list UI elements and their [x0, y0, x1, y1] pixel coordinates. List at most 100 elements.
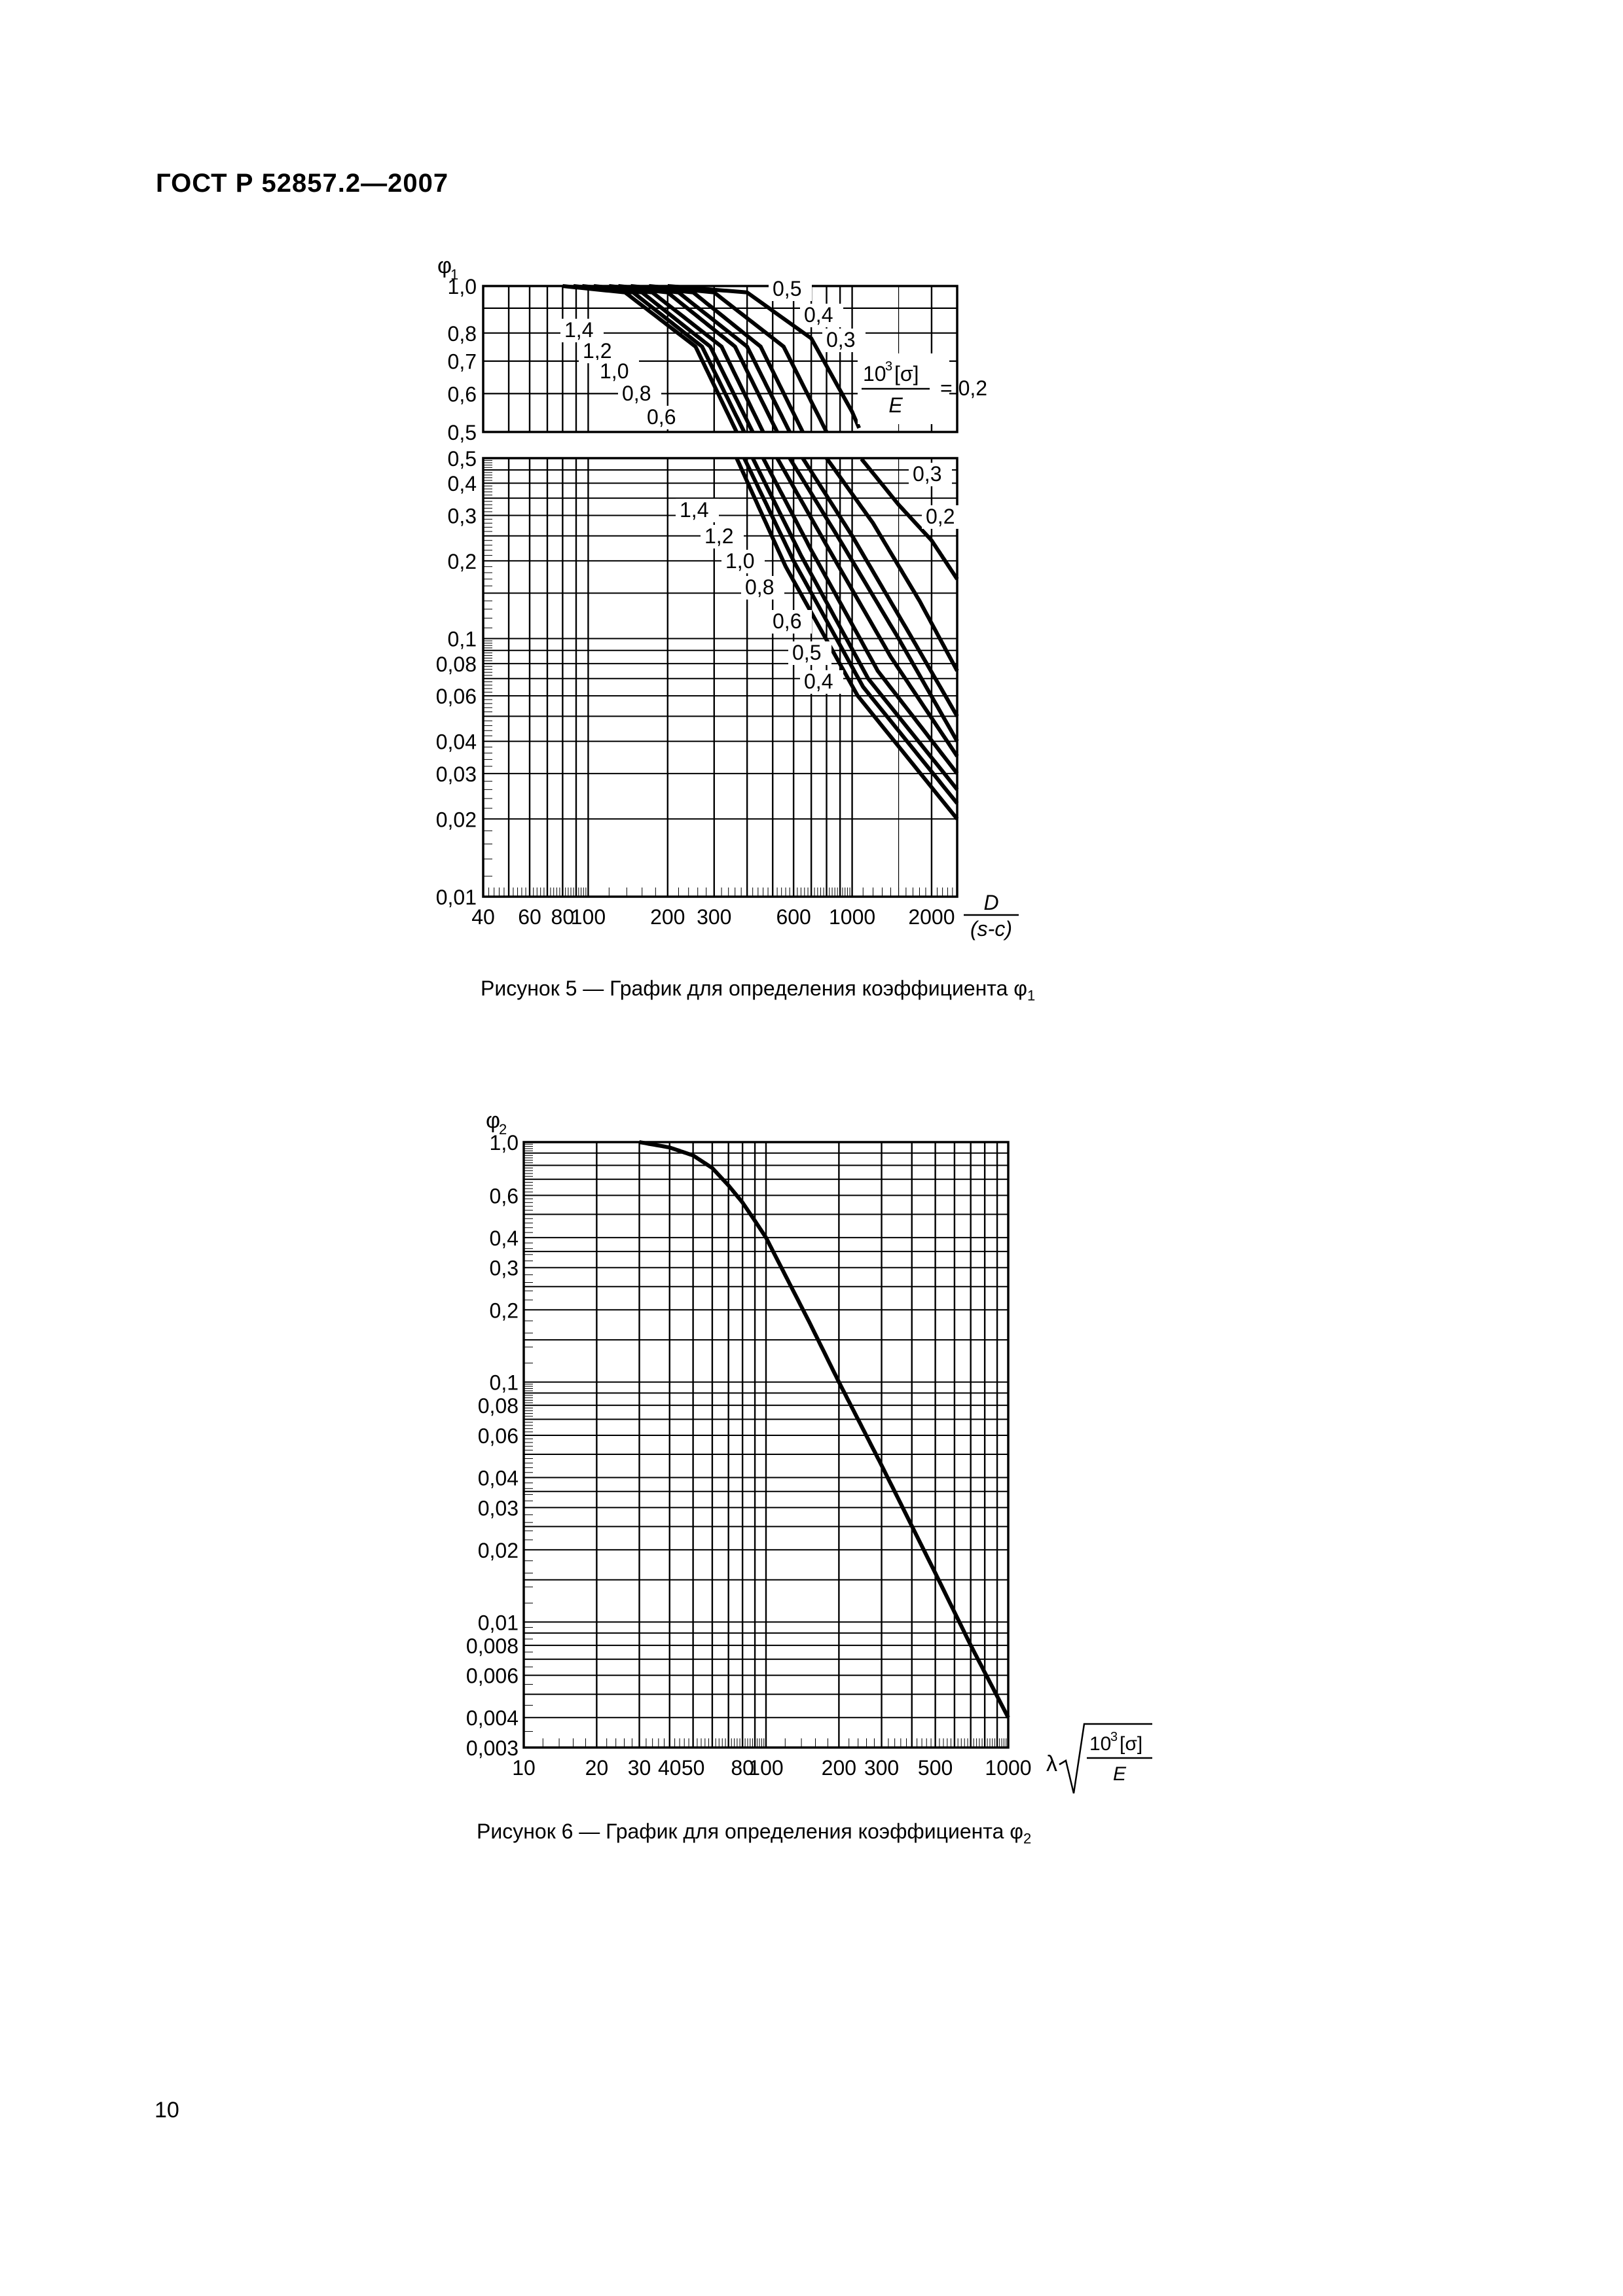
figure5-ytick-label: 0,4	[448, 472, 477, 495]
figure5-xtick-label: 600	[776, 905, 811, 929]
figure6-ytick-label: 0,6	[490, 1184, 519, 1208]
figure6-ytick-label: 0,06	[478, 1424, 519, 1448]
figure5-lower-label-bg	[676, 499, 719, 522]
figure5-upper-label-bg	[822, 329, 866, 352]
figure6-ytick-label: 0,1	[490, 1371, 519, 1395]
figure6-ytick-label: 0,01	[478, 1611, 519, 1634]
figure5-caption-sub: 1	[1027, 987, 1036, 1004]
figure5-param-eq: = 0,2	[940, 376, 987, 400]
figure5-ytick-label: 0,7	[448, 350, 477, 374]
figure5-lower-curve-label: 1,2	[704, 524, 733, 548]
figure6-xlabel-num: 10	[1089, 1733, 1111, 1755]
figure6-ytick-label: 0,03	[478, 1496, 519, 1520]
figure5-lower-curve-label: 1,4	[680, 498, 708, 522]
figure5-caption-text: Рисунок 5 — График для определения коэфф…	[481, 977, 1028, 1000]
figure5-upper-label-bg	[579, 340, 622, 363]
figure6-curve-0	[638, 1140, 1010, 1719]
figure5-curve-upper-1,4	[562, 284, 739, 433]
figure5-lower-label-bg	[701, 525, 744, 548]
figure5-lower-label-bg	[922, 505, 965, 529]
figure6-ytick-label: 0,04	[478, 1467, 519, 1490]
figure5-curve-upper-0,3	[649, 284, 829, 433]
figure5-chart: 1,00,80,70,60,50,50,40,30,20,10,080,060,…	[436, 253, 1019, 941]
figure5-lower-label-bg	[788, 641, 831, 665]
figure5-upper-label-bg	[596, 360, 639, 384]
figure5-xtick-label: 60	[518, 905, 541, 929]
figure6-xtick-label: 20	[585, 1756, 609, 1780]
figure6-ytick-label: 0,004	[466, 1706, 519, 1730]
figure5-lower-curve-label: 0,8	[745, 575, 774, 599]
figure5-xtick-label: 40	[471, 905, 495, 929]
figure6-xtick-label: 50	[682, 1756, 705, 1780]
figure5-xtick-label: 2000	[908, 905, 955, 929]
figure5-lower-frame	[482, 457, 958, 898]
figure5-lower-label-bg	[909, 463, 952, 486]
figure5-param-num: 10	[863, 362, 886, 386]
figure5-upper-curve-label: 1,4	[564, 318, 593, 342]
figure5-ytick-label: 0,02	[436, 808, 477, 831]
figure5-upper-curve-label: 0,6	[647, 405, 676, 429]
figure5-ytick-label: 0,2	[448, 550, 477, 573]
figure5-xtick-label: 100	[571, 905, 606, 929]
figure5-upper-curve-label: 0,5	[773, 277, 801, 300]
figure5-ylabel-sub: 1	[450, 266, 458, 283]
figure5-xtick-label: 1000	[829, 905, 875, 929]
figure5-ytick-label: 0,03	[436, 762, 477, 786]
figure5-lower-label-bg	[800, 670, 843, 694]
figure6-xlabel-den: E	[1113, 1763, 1127, 1785]
figure5-upper-curve-label: 0,4	[804, 303, 833, 327]
figure5-param-den: E	[888, 393, 903, 417]
figure5-param-num-rest: [σ]	[894, 362, 919, 386]
figure6-caption: Рисунок 6 — График для определения коэфф…	[477, 1820, 1031, 1847]
figure5-upper-frame	[482, 285, 958, 433]
figure5-upper-curve-label: 1,2	[583, 339, 611, 363]
figure5-ytick-label: 0,1	[448, 628, 477, 651]
figure5-curve-lower-0,2	[860, 457, 959, 581]
figure6-ytick-label: 0,006	[466, 1664, 519, 1688]
figure5-lower-label-bg	[721, 550, 765, 573]
figure5-ytick-label: 0,5	[448, 447, 477, 471]
figure6-xlabel-prefix: λ	[1046, 1751, 1057, 1776]
figure5-upper-curve-label: 0,3	[826, 328, 855, 351]
figure5-ytick-label: 0,6	[448, 382, 477, 406]
figure6-xlabel-num-rest: [σ]	[1120, 1733, 1142, 1755]
figure5-upper-label-bg	[800, 304, 843, 327]
figure5-curve-lower-0,8	[761, 457, 959, 775]
figure5-xlabel-den: (s-c)	[970, 917, 1012, 941]
figure6-xtick-label: 30	[628, 1756, 651, 1780]
figure5-lower-curve-label: 0,2	[926, 505, 955, 528]
figure6-chart: 1,0 0,6 0,4 0,3 0,2 0,10,08 0,06 0,04 0,03 0,02 0,…	[466, 1108, 1152, 1794]
page-number: 10	[155, 2098, 179, 2123]
figure5-lower-label-bg	[769, 610, 812, 634]
figure5-xtick-label: 80	[551, 905, 575, 929]
figure5-ytick-label: 0,04	[436, 730, 477, 754]
figure5-curve-lower-0,5	[788, 457, 959, 743]
figure6-ytick-label: 0,008	[466, 1634, 519, 1658]
figure6-xlabel: λ 103 [σ] E	[1046, 1723, 1152, 1794]
figure6-frame	[522, 1141, 1010, 1749]
figure6-ytick-label: 0,08	[478, 1394, 519, 1418]
figure6-caption-sub: 2	[1023, 1830, 1032, 1847]
figure5-param-label: 103 [σ] E = 0,2	[858, 353, 987, 424]
figure5-lower-curve-label: 0,6	[773, 609, 801, 633]
figure5-ytick-label: 0,8	[448, 322, 477, 346]
figure6-grid	[522, 1141, 1010, 1748]
figure5-upper-label-bg	[560, 319, 604, 342]
figure6-xtick-label: 80	[731, 1756, 754, 1780]
figure5-lower-curve-label: 0,5	[792, 641, 821, 664]
figure5-curve-lower-0,4	[801, 457, 959, 717]
figure5-ylabel: φ	[437, 253, 452, 278]
figure6-xtick-label: 40	[658, 1756, 682, 1780]
figure6-ylabel: φ	[486, 1108, 500, 1133]
figure6-xtick-label: 300	[864, 1756, 899, 1780]
figure5-lower-curve-label: 0,3	[913, 462, 941, 486]
figure5-ytick-label: 0,06	[436, 685, 477, 708]
figure5-ytick-label: 1,0	[448, 275, 477, 298]
figure6-sqrt-sign	[1059, 1723, 1152, 1794]
figure5-xtick-label: 200	[650, 905, 685, 929]
figure5-lower-label-bg	[741, 576, 784, 600]
figure6-ytick-label: 0,02	[478, 1539, 519, 1562]
figure6-xtick-label: 500	[918, 1756, 953, 1780]
figure5-ytick-label: 0,3	[448, 504, 477, 528]
